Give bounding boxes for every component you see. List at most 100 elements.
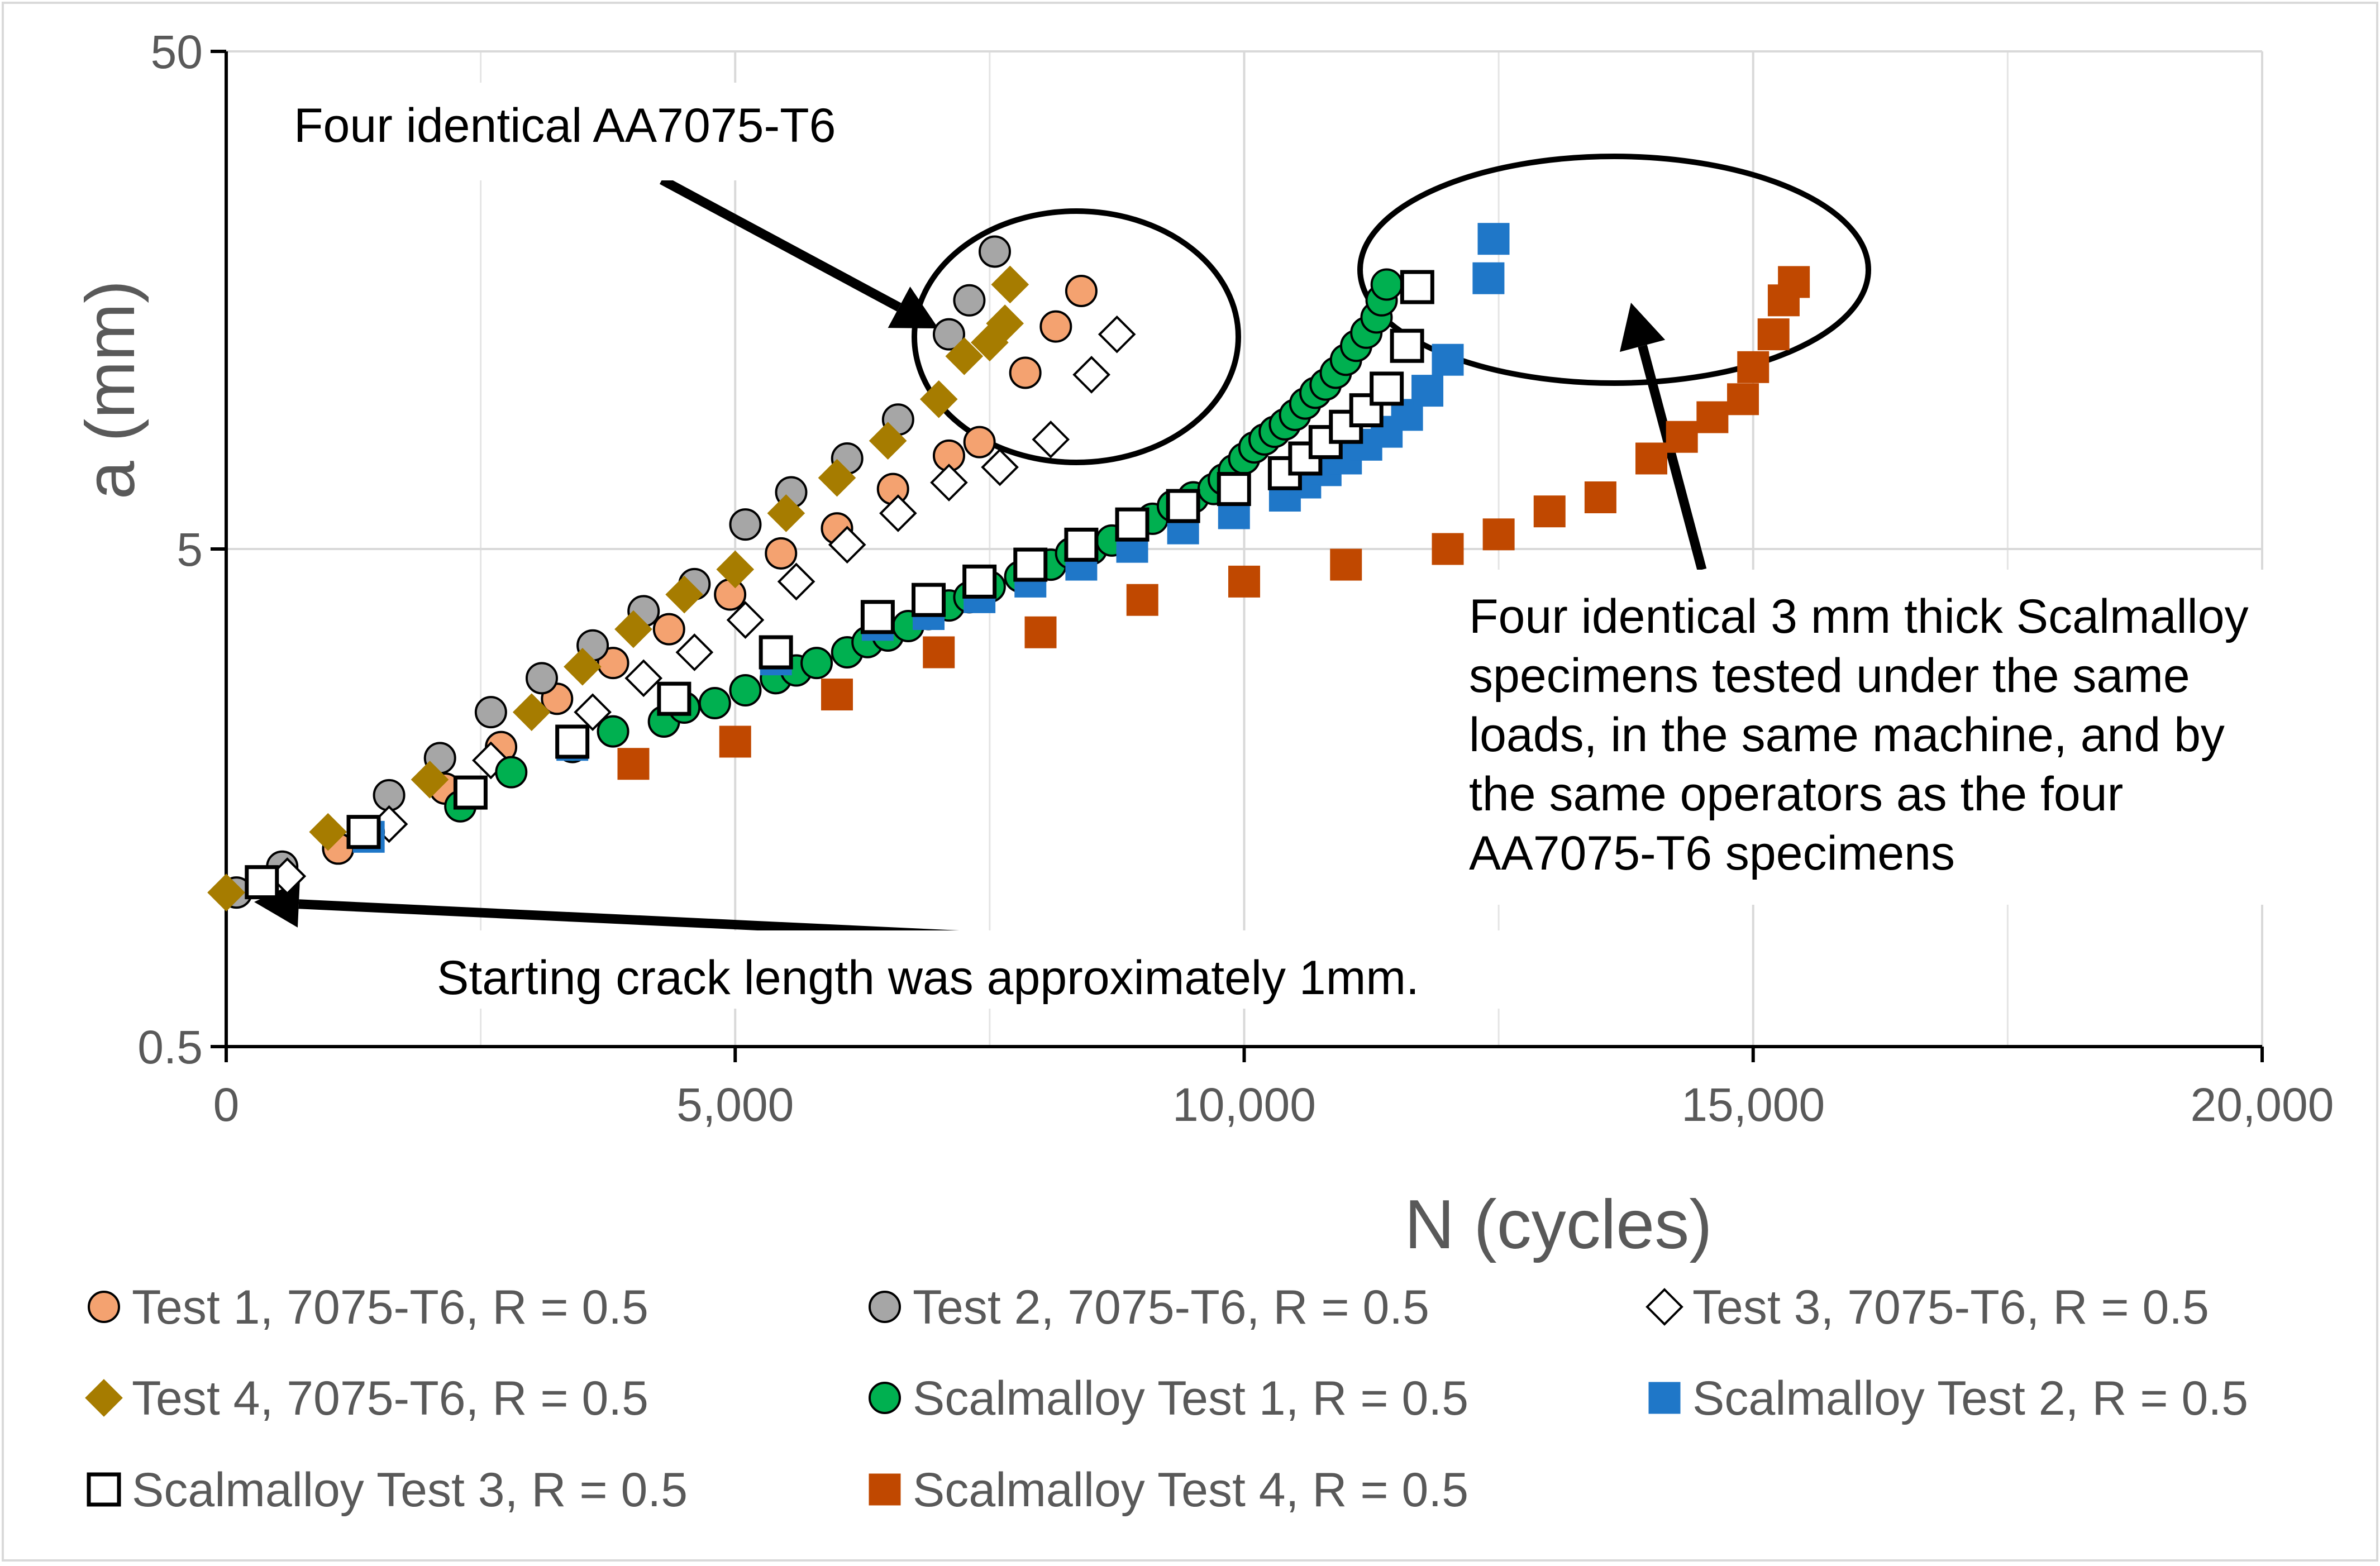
- data-point: [767, 494, 805, 532]
- data-point: [1737, 351, 1770, 383]
- data-point: [1098, 315, 1136, 354]
- legend-label: Scalmalloy Test 4, R = 0.5: [913, 1463, 1468, 1517]
- legend-item: Test 3, 7075-T6, R = 0.5: [1646, 1281, 2209, 1334]
- data-point: [1115, 507, 1150, 542]
- data-point: [495, 756, 528, 789]
- x-tick-label: 5,000: [676, 1078, 794, 1131]
- x-tick-label: 15,000: [1681, 1078, 1825, 1131]
- legend-label: Test 2, 7075-T6, R = 0.5: [913, 1281, 1429, 1334]
- data-point: [821, 679, 853, 711]
- data-point: [991, 265, 1029, 304]
- data-point: [597, 715, 629, 748]
- data-point: [869, 422, 907, 460]
- data-point: [1432, 343, 1464, 376]
- data-point: [1584, 481, 1616, 514]
- data-point: [555, 724, 590, 759]
- data-point: [945, 337, 984, 375]
- scalmalloy-ellipse: [1357, 154, 1871, 386]
- data-point: [597, 647, 629, 680]
- data-point: [564, 647, 602, 686]
- scalmalloy-arrow: [1619, 303, 1707, 571]
- data-point: [245, 865, 279, 900]
- data-point: [698, 687, 731, 720]
- data-point: [1330, 548, 1362, 581]
- data-point: [1757, 318, 1790, 351]
- data-point: [1533, 495, 1566, 528]
- data-point: [919, 380, 958, 418]
- data-point: [525, 662, 558, 695]
- data-point: [453, 775, 488, 810]
- x-tick-label: 0: [213, 1078, 240, 1131]
- data-point: [207, 873, 245, 911]
- scalmalloy-label-box: [1446, 570, 2325, 905]
- scalmalloy-label-line: Four identical 3 mm thick Scalmalloy: [1469, 590, 2249, 643]
- arrow-shaft: [659, 175, 902, 312]
- data-point: [879, 494, 917, 532]
- legend-marker: [85, 1379, 123, 1417]
- data-point: [1024, 616, 1057, 648]
- scalmalloy-label-line: loads, in the same machine, and by: [1469, 708, 2225, 762]
- data-point: [1370, 371, 1404, 406]
- data-point: [1032, 421, 1070, 459]
- data-point: [624, 659, 663, 698]
- data-point: [1400, 270, 1434, 304]
- data-point: [714, 578, 747, 611]
- legend-marker: [88, 1291, 120, 1323]
- data-point: [1072, 356, 1110, 394]
- data-point: [309, 813, 347, 851]
- data-point: [716, 550, 755, 589]
- data-point: [777, 562, 815, 601]
- y-tick-label: 5: [177, 523, 203, 576]
- annotation-texts: Four identical AA7075-T6 Four identical 3…: [267, 83, 2325, 1009]
- legend-label: Test 4, 7075-T6, R = 0.5: [132, 1372, 648, 1425]
- x-axis-title: N (cycles): [1404, 1186, 1712, 1263]
- legend-label: Scalmalloy Test 2, R = 0.5: [1692, 1372, 2248, 1425]
- data-point: [346, 815, 381, 849]
- data-marks: [207, 223, 1810, 911]
- scalmalloy-label-line: the same operators as the four: [1469, 767, 2123, 821]
- series-7: [245, 270, 1434, 900]
- legend-item: Test 2, 7075-T6, R = 0.5: [869, 1281, 1429, 1334]
- data-point: [962, 564, 997, 599]
- data-point: [1064, 527, 1099, 562]
- data-point: [1432, 533, 1464, 565]
- scalmalloy-label-line: AA7075-T6 specimens: [1469, 827, 1955, 880]
- data-point: [512, 693, 551, 731]
- data-point: [1166, 489, 1200, 523]
- starting-crack-label: Starting crack length was approximately …: [437, 951, 1419, 1005]
- legend-item: Scalmalloy Test 1, R = 0.5: [869, 1372, 1468, 1425]
- legend-label: Scalmalloy Test 1, R = 0.5: [913, 1372, 1468, 1425]
- series-1: [322, 275, 1098, 865]
- data-point: [912, 583, 946, 617]
- data-point: [923, 636, 955, 669]
- data-point: [963, 426, 996, 459]
- legend-label: Test 3, 7075-T6, R = 0.5: [1692, 1281, 2209, 1334]
- scalmalloy-label-line: specimens tested under the same: [1469, 649, 2190, 703]
- legend-item: Scalmalloy Test 4, R = 0.5: [869, 1463, 1468, 1517]
- aa7075-label-box: [267, 83, 972, 180]
- data-point: [1217, 472, 1251, 507]
- data-point: [474, 696, 507, 729]
- series-8: [617, 266, 1810, 780]
- legend-item: Test 4, 7075-T6, R = 0.5: [85, 1372, 648, 1425]
- starting-crack-label-box: [413, 930, 1642, 1009]
- arrow-shaft: [1638, 345, 1707, 571]
- data-point: [1482, 518, 1515, 551]
- legend-marker: [869, 1473, 901, 1506]
- aa7075-arrow: [659, 175, 938, 328]
- data-point: [657, 681, 691, 716]
- data-point: [860, 600, 895, 634]
- legend-label: Scalmalloy Test 3, R = 0.5: [132, 1463, 688, 1517]
- legend-marker: [869, 1382, 901, 1414]
- data-point: [1635, 442, 1667, 475]
- legend-marker: [1648, 1382, 1681, 1414]
- data-point: [986, 304, 1024, 342]
- y-tick-label: 0.5: [137, 1021, 203, 1073]
- data-point: [1727, 383, 1759, 416]
- x-tick-label: 20,000: [2191, 1078, 2334, 1131]
- data-point: [1472, 262, 1505, 294]
- data-point: [729, 674, 762, 707]
- data-point: [411, 761, 449, 799]
